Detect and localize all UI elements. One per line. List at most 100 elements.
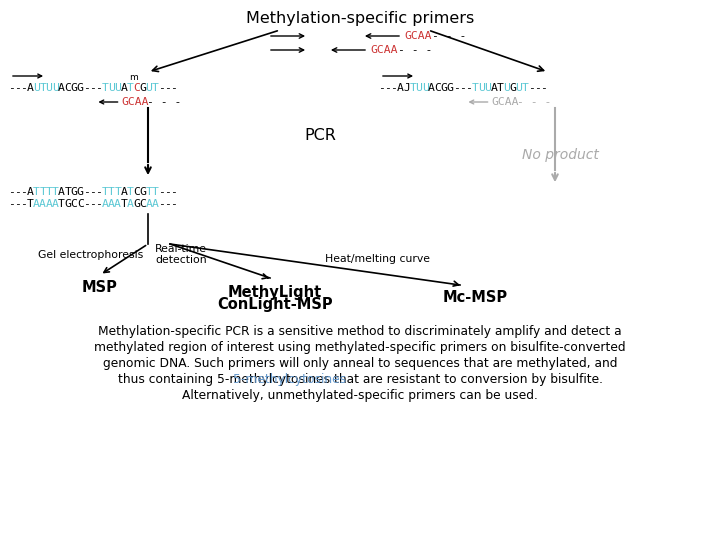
Text: G: G (71, 83, 77, 93)
Text: A: A (490, 83, 498, 93)
Text: T: T (152, 187, 158, 197)
Text: -: - (8, 187, 15, 197)
Text: Mc-MSP: Mc-MSP (442, 289, 508, 305)
Text: G: G (441, 83, 447, 93)
Text: U: U (485, 83, 491, 93)
Text: - - -: - - - (517, 97, 551, 107)
Text: T: T (102, 187, 109, 197)
Text: U: U (503, 83, 510, 93)
Text: A: A (58, 83, 65, 93)
Text: T: T (120, 199, 127, 209)
Text: U: U (145, 83, 153, 93)
Text: A: A (27, 187, 34, 197)
Text: C: C (434, 83, 441, 93)
Text: Real-time: Real-time (155, 244, 207, 254)
Text: U: U (45, 83, 53, 93)
Text: -: - (83, 83, 90, 93)
Text: T: T (145, 187, 153, 197)
Text: T: T (58, 199, 65, 209)
Text: A: A (45, 199, 53, 209)
Text: -: - (89, 187, 96, 197)
Text: -: - (14, 199, 21, 209)
Text: A: A (127, 199, 134, 209)
Text: -: - (8, 199, 15, 209)
Text: U: U (33, 83, 40, 93)
Text: -: - (83, 199, 90, 209)
Text: - - -: - - - (398, 45, 433, 55)
Text: Heat/melting curve: Heat/melting curve (325, 254, 430, 264)
Text: -: - (541, 83, 547, 93)
Text: -: - (20, 187, 27, 197)
Text: U: U (114, 83, 121, 93)
Text: Alternatively, unmethylated-specific primers can be used.: Alternatively, unmethylated-specific pri… (182, 389, 538, 402)
Text: A: A (102, 199, 109, 209)
Text: -: - (164, 187, 171, 197)
Text: -: - (8, 83, 15, 93)
Text: T: T (409, 83, 416, 93)
Text: U: U (52, 83, 58, 93)
Text: A: A (114, 199, 121, 209)
Text: GCAA: GCAA (404, 31, 431, 41)
Text: T: T (40, 83, 46, 93)
Text: thus containing 5-methylcytosines that are resistant to conversion by bisulfite.: thus containing 5-methylcytosines that a… (117, 374, 603, 387)
Text: G: G (139, 187, 146, 197)
Text: -: - (534, 83, 541, 93)
Text: A: A (27, 83, 34, 93)
Text: -: - (83, 187, 90, 197)
Text: GCAA: GCAA (370, 45, 397, 55)
Text: Gel electrophoresis: Gel electrophoresis (38, 250, 143, 260)
Text: G: G (139, 83, 146, 93)
Text: T: T (127, 187, 134, 197)
Text: G: G (446, 83, 454, 93)
Text: No product: No product (521, 148, 598, 162)
Text: -: - (528, 83, 535, 93)
Text: -: - (164, 83, 171, 93)
Text: T: T (108, 187, 115, 197)
Text: A: A (52, 199, 58, 209)
Text: -: - (378, 83, 385, 93)
Text: methylated region of interest using methylated-specific primers on bisulfite-con: methylated region of interest using meth… (94, 341, 626, 354)
Text: -: - (20, 199, 27, 209)
Text: U: U (415, 83, 423, 93)
Text: Methylation-specific primers: Methylation-specific primers (246, 10, 474, 25)
Text: -: - (96, 187, 102, 197)
Text: T: T (33, 187, 40, 197)
Text: A: A (428, 83, 435, 93)
Text: G: G (509, 83, 516, 93)
Text: -: - (390, 83, 397, 93)
Text: T: T (127, 83, 134, 93)
Text: MethyLight: MethyLight (228, 285, 322, 300)
Text: T: T (45, 187, 53, 197)
Text: Methylation-specific PCR is a sensitive method to discriminately amplify and det: Methylation-specific PCR is a sensitive … (98, 326, 622, 339)
Text: -: - (158, 187, 165, 197)
Text: -: - (14, 187, 21, 197)
Text: C: C (133, 187, 140, 197)
Text: -: - (171, 187, 177, 197)
Text: GCAA: GCAA (492, 97, 519, 107)
Text: -: - (453, 83, 460, 93)
Text: T: T (40, 187, 46, 197)
Text: U: U (478, 83, 485, 93)
Text: T: T (497, 83, 503, 93)
Text: A: A (397, 83, 404, 93)
Text: C: C (71, 199, 77, 209)
Text: -: - (96, 83, 102, 93)
Text: C: C (64, 83, 71, 93)
Text: A: A (145, 199, 153, 209)
Text: A: A (33, 199, 40, 209)
Text: A: A (152, 199, 158, 209)
Text: T: T (522, 83, 528, 93)
Text: -: - (20, 83, 27, 93)
Text: U: U (108, 83, 115, 93)
Text: C: C (77, 199, 84, 209)
Text: -: - (96, 199, 102, 209)
Text: -: - (89, 199, 96, 209)
Text: U: U (516, 83, 523, 93)
Text: A: A (58, 187, 65, 197)
Text: m: m (130, 72, 138, 82)
Text: T: T (152, 83, 158, 93)
Text: -: - (89, 83, 96, 93)
Text: G: G (71, 187, 77, 197)
Text: ConLight-MSP: ConLight-MSP (217, 298, 333, 313)
Text: -: - (171, 199, 177, 209)
